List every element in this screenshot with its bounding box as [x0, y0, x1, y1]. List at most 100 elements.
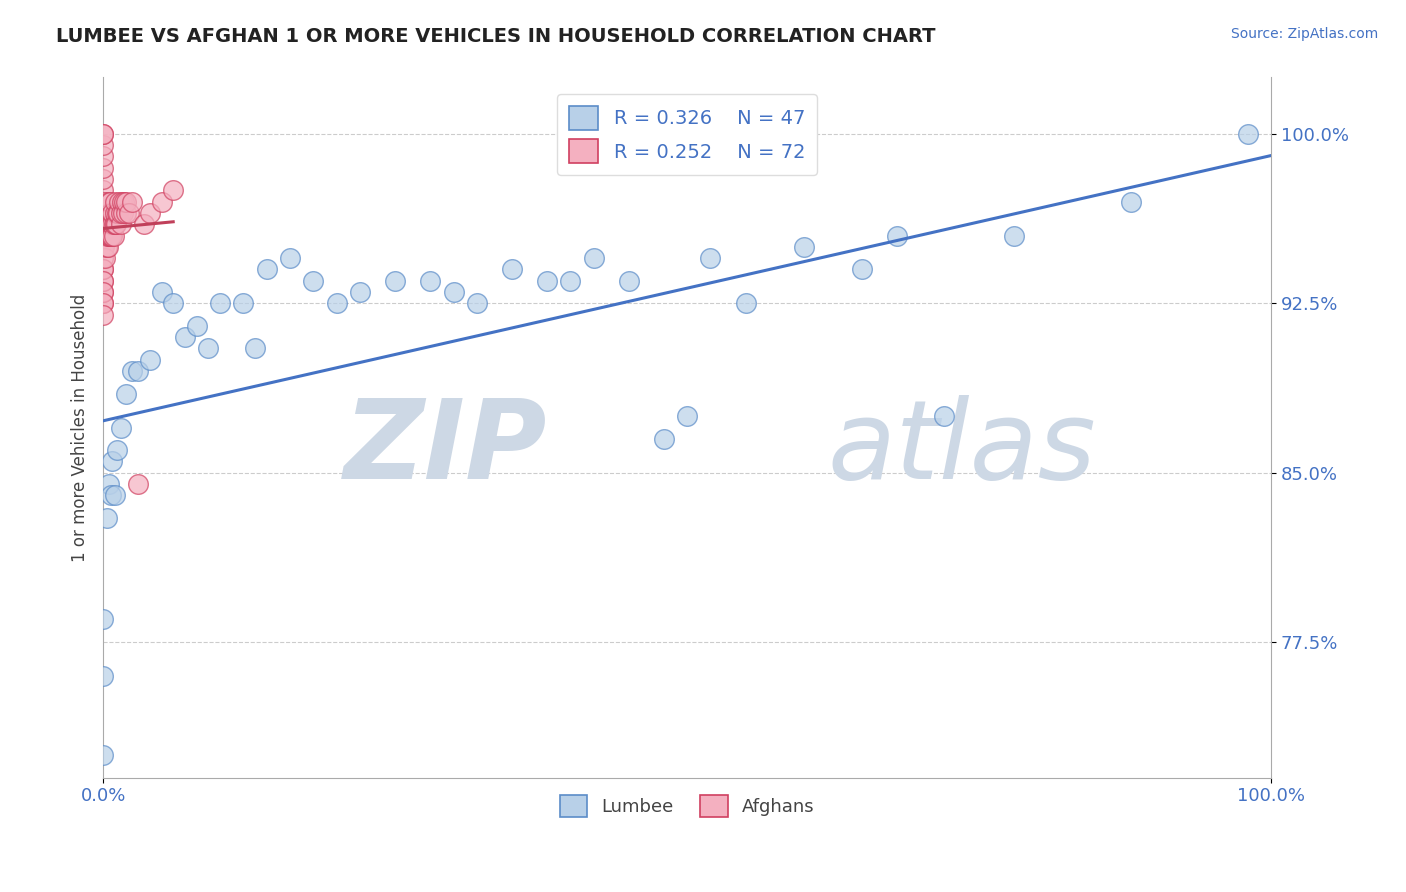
Point [100, 217, 122, 231]
Point [91, 228, 114, 243]
Text: ZIP: ZIP [343, 395, 547, 502]
Point [98, 194, 121, 209]
Point [111, 206, 134, 220]
Point [91, 747, 114, 762]
Point [97, 228, 120, 243]
Text: atlas: atlas [827, 395, 1095, 502]
Point [91, 669, 114, 683]
Point [96, 228, 118, 243]
Point [101, 206, 124, 220]
Point [107, 206, 129, 220]
Point [127, 364, 149, 378]
Point [162, 296, 184, 310]
Point [91, 274, 114, 288]
Point [652, 432, 675, 446]
Point [91, 194, 114, 209]
Point [91, 240, 114, 254]
Point [1236, 127, 1258, 141]
Point [1119, 194, 1142, 209]
Point [96, 217, 118, 231]
Point [118, 206, 141, 220]
Point [98, 228, 121, 243]
Point [94, 228, 117, 243]
Point [105, 443, 128, 458]
Text: Source: ZipAtlas.com: Source: ZipAtlas.com [1230, 27, 1378, 41]
Point [110, 217, 132, 231]
Point [98, 206, 121, 220]
Point [886, 228, 908, 243]
Point [93, 240, 115, 254]
Point [91, 296, 114, 310]
Point [208, 296, 231, 310]
Point [110, 420, 132, 434]
Point [101, 217, 124, 231]
Point [98, 217, 121, 231]
Point [91, 612, 114, 626]
Point [91, 217, 114, 231]
Point [115, 194, 138, 209]
Point [132, 217, 155, 231]
Point [91, 127, 114, 141]
Point [186, 318, 208, 333]
Point [100, 228, 122, 243]
Point [932, 409, 955, 424]
Point [115, 206, 138, 220]
Point [150, 194, 173, 209]
Point [121, 194, 143, 209]
Point [104, 217, 127, 231]
Point [325, 296, 347, 310]
Point [91, 149, 114, 163]
Legend: Lumbee, Afghans: Lumbee, Afghans [553, 788, 823, 824]
Point [98, 228, 121, 243]
Point [101, 228, 124, 243]
Point [97, 240, 120, 254]
Point [94, 251, 117, 265]
Point [617, 274, 640, 288]
Point [91, 251, 114, 265]
Point [100, 488, 122, 502]
Point [91, 217, 114, 231]
Point [98, 194, 121, 209]
Point [104, 206, 127, 220]
Point [173, 330, 195, 344]
Point [103, 228, 125, 243]
Point [115, 386, 138, 401]
Point [536, 274, 558, 288]
Point [501, 262, 523, 277]
Point [851, 262, 873, 277]
Point [110, 206, 132, 220]
Point [94, 194, 117, 209]
Point [91, 285, 114, 299]
Point [127, 477, 149, 491]
Point [676, 409, 699, 424]
Point [98, 477, 121, 491]
Point [91, 296, 114, 310]
Point [98, 206, 121, 220]
Point [197, 342, 219, 356]
Point [582, 251, 605, 265]
Point [105, 206, 128, 220]
Point [101, 454, 124, 468]
Point [162, 183, 184, 197]
Point [97, 217, 120, 231]
Point [443, 285, 465, 299]
Point [104, 194, 127, 209]
Point [98, 217, 121, 231]
Point [96, 511, 118, 525]
Point [104, 488, 127, 502]
Point [91, 172, 114, 186]
Point [91, 274, 114, 288]
Point [96, 240, 118, 254]
Point [419, 274, 441, 288]
Point [243, 342, 266, 356]
Point [103, 217, 125, 231]
Point [111, 194, 134, 209]
Point [93, 217, 115, 231]
Point [91, 228, 114, 243]
Point [734, 296, 756, 310]
Point [256, 262, 278, 277]
Point [121, 364, 143, 378]
Point [699, 251, 721, 265]
Point [91, 285, 114, 299]
Point [465, 296, 488, 310]
